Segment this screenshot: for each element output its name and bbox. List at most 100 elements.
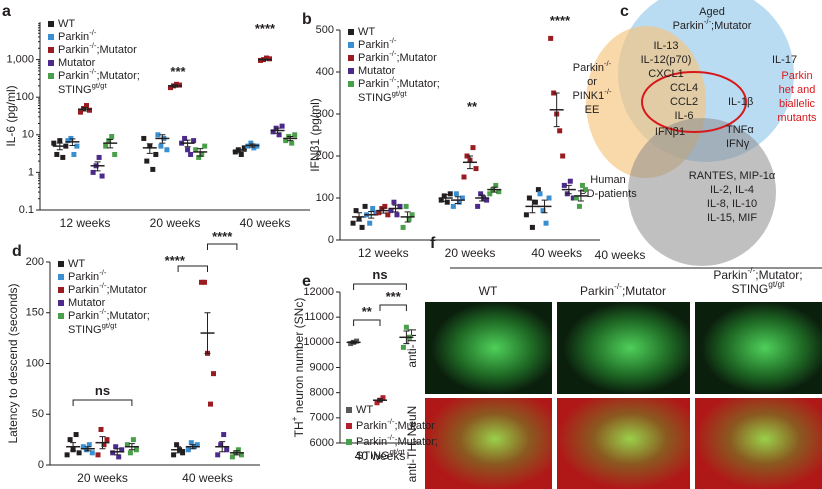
venn-item: IL-8, IL-10 — [707, 198, 757, 210]
significance-bracket — [177, 265, 208, 272]
data-point — [116, 454, 122, 460]
data-point — [283, 138, 289, 144]
error-bar — [172, 84, 178, 88]
data-point — [98, 426, 104, 432]
data-point — [96, 154, 102, 160]
y-tick-label: 200 — [26, 256, 44, 268]
error-bar — [204, 312, 211, 354]
chart: b IFNβ1 (pg/ml) 0 100 200 300 400 500 12 weeks 20… — [302, 11, 600, 260]
human-circle — [628, 118, 776, 266]
error-bar — [454, 196, 461, 204]
data-point — [218, 442, 224, 448]
legend-label: Mutator — [68, 297, 106, 309]
venn-item: RANTES, MIP-1α — [689, 170, 776, 182]
error-bar — [128, 443, 135, 451]
legend-label: WT — [68, 258, 85, 270]
significance-label: ns — [372, 267, 387, 282]
data-point — [211, 371, 216, 377]
column-title: Parkin-/-;Mutator; STINGgt/gt — [713, 265, 802, 296]
error-bar — [274, 127, 281, 134]
data-point — [232, 149, 238, 155]
legend-label: Parkin-/- — [358, 36, 397, 51]
venn-item: TNFα — [726, 124, 754, 136]
legend-label: Parkin-/-;Mutator; STINGgt/gt — [358, 75, 440, 104]
venn-item: IL-15, MIF — [707, 212, 757, 224]
venn-label: Parkin-/- — [573, 59, 612, 74]
data-point — [235, 447, 241, 453]
y-tick-label: 150 — [26, 307, 44, 319]
data-point — [487, 191, 493, 197]
data-point — [258, 57, 263, 63]
y-tick-label: 0 — [38, 459, 44, 471]
data-point — [561, 182, 567, 188]
data-point — [60, 154, 66, 160]
data-point — [403, 203, 409, 209]
error-bar — [467, 155, 473, 170]
error-bar — [70, 442, 77, 452]
data-point — [80, 444, 86, 450]
x-tick-label: 20 weeks — [445, 246, 496, 260]
legend-label: Parkin-/-;Mutator — [358, 49, 437, 64]
chart: e TH+ neuron number (SNc) 6000 7000 8000 9000… — [289, 267, 438, 463]
data-point — [168, 85, 173, 91]
legend-swatch — [48, 47, 54, 53]
significance-label: **** — [550, 13, 571, 28]
data-point — [90, 169, 96, 175]
error-bar — [146, 143, 153, 154]
venn-item: IL-12(p70) — [641, 54, 692, 66]
legend-label: WT — [356, 404, 373, 416]
data-point — [109, 134, 115, 140]
error-bar — [175, 446, 182, 454]
legend-swatch — [348, 42, 354, 48]
y-tick-label: 1,000 — [6, 54, 34, 66]
panel-label: a — [2, 3, 11, 20]
data-point — [456, 199, 462, 205]
x-tick-label: 20 weeks — [77, 471, 128, 485]
data-point — [180, 450, 186, 456]
y-axis-label: IFNβ1 (pg/ml) — [308, 98, 322, 172]
y-tick-label: 0.1 — [19, 204, 34, 216]
legend-label: Parkin-/-;Mutator; STINGgt/gt — [68, 307, 150, 336]
error-bar — [565, 184, 572, 195]
y-axis-label: TH+ neuron number (SNc) — [289, 298, 306, 438]
error-bar — [189, 444, 196, 450]
data-point — [444, 199, 450, 205]
data-point — [84, 103, 89, 109]
data-point — [202, 279, 207, 285]
data-point — [537, 191, 543, 197]
data-point — [158, 143, 164, 149]
data-point — [89, 450, 95, 456]
significance-label: ** — [467, 99, 478, 114]
error-bar — [262, 58, 268, 61]
data-point — [367, 220, 373, 226]
data-point — [373, 210, 379, 216]
y-tick-label: 12000 — [303, 286, 334, 298]
legend-swatch — [346, 407, 352, 413]
y-tick-label: 200 — [316, 150, 334, 162]
x-tick-label: 40 weeks — [240, 216, 291, 230]
data-point — [153, 151, 159, 157]
legend-swatch — [58, 287, 64, 293]
venn: c Aged Parkin-/-;Mutator IL-17 IL-13 IL-… — [572, 0, 817, 266]
y-tick-label: 100 — [316, 192, 334, 204]
y-tick-label: 0 — [328, 234, 334, 246]
error-bar — [159, 134, 166, 144]
legend-label: Parkin-/-;Mutator — [58, 41, 137, 56]
data-point — [264, 55, 269, 61]
legend-swatch — [48, 21, 54, 27]
error-bar — [577, 190, 584, 202]
error-bar — [99, 436, 106, 450]
chart: d Latency to descend (seconds) 0 50 100 150 20… — [6, 229, 260, 485]
significance-label: *** — [386, 289, 402, 304]
panel-label: e — [302, 273, 311, 290]
micrographs — [425, 302, 822, 489]
data-point — [150, 166, 156, 172]
venn-item: IL-6 — [675, 110, 694, 122]
venn-item: IL-1β — [728, 96, 753, 108]
error-bar — [368, 210, 375, 219]
data-point — [141, 135, 147, 141]
significance-label: *** — [170, 64, 186, 79]
data-point — [103, 143, 109, 149]
data-point — [493, 182, 499, 188]
data-point — [535, 187, 541, 193]
